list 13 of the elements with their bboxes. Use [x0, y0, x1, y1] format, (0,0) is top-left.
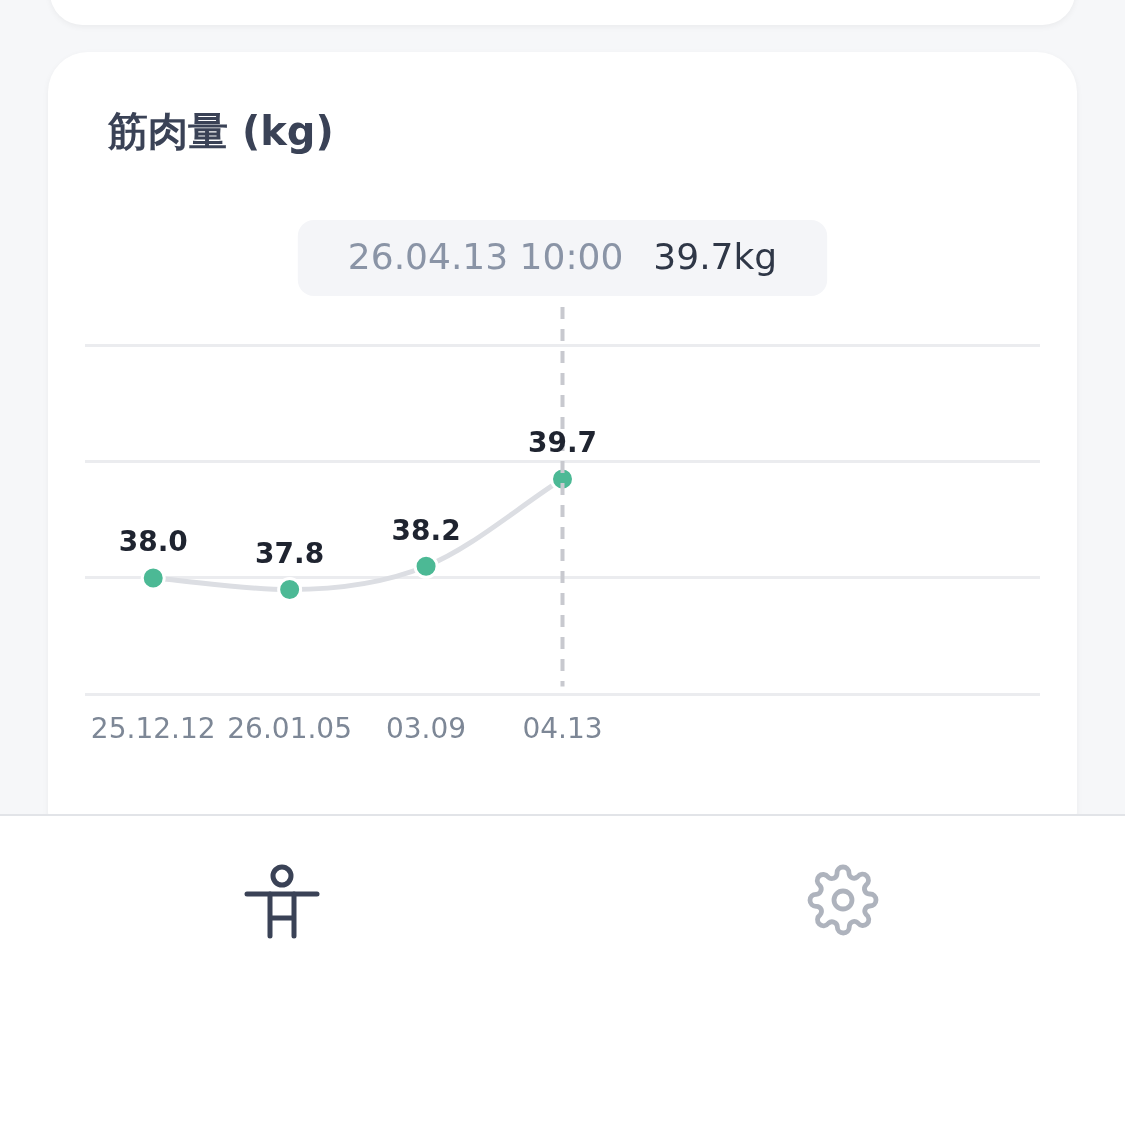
data-label: 37.8 [255, 536, 325, 570]
chart-title: 筋肉量 (kg) [108, 107, 334, 156]
data-label: 38.0 [118, 525, 188, 559]
x-tick-label: 25.12.12 [90, 712, 216, 746]
x-tick-label: 04.13 [522, 712, 603, 746]
text: 39.7kg [653, 236, 778, 278]
point [140, 565, 166, 591]
x-tick-label: 03.09 [385, 712, 467, 746]
point [413, 553, 439, 579]
text: 26.04.13 10:00 [347, 236, 624, 278]
x-tick-label: 26.01.05 [227, 712, 352, 746]
data-label: 38.2 [391, 513, 461, 547]
data-label: 39.7 [527, 426, 598, 460]
